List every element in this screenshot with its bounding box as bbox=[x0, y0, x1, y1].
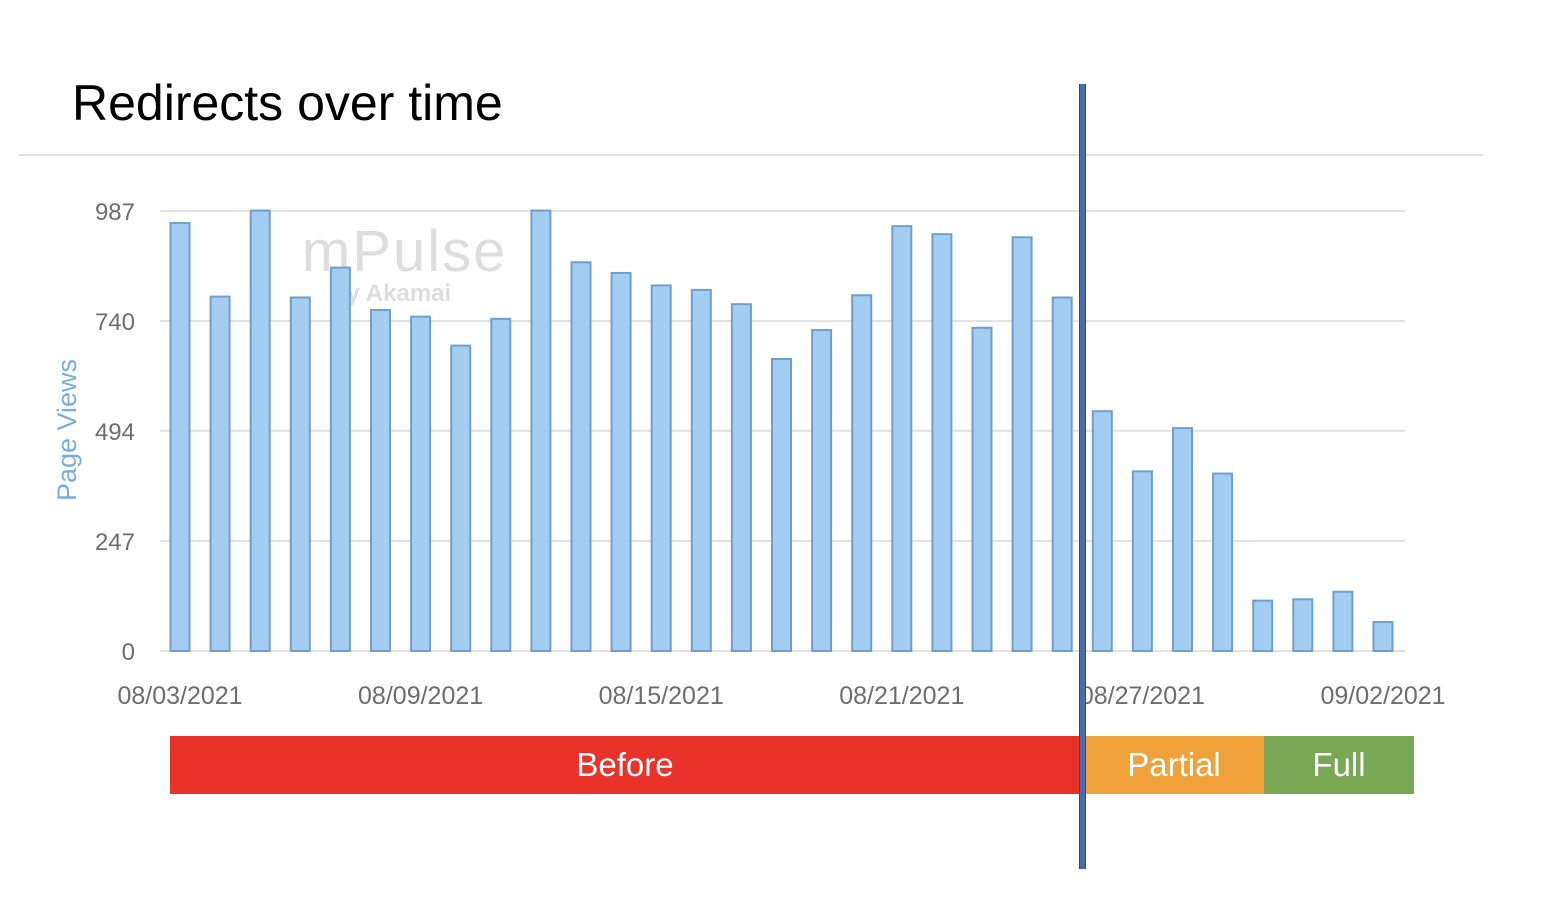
bar bbox=[1131, 470, 1153, 652]
bar bbox=[811, 329, 833, 652]
x-tick-label: 08/21/2021 bbox=[839, 682, 964, 710]
bar bbox=[690, 288, 712, 652]
bar bbox=[851, 294, 873, 652]
bar bbox=[1011, 236, 1033, 653]
bar bbox=[1091, 410, 1113, 652]
bar bbox=[1212, 472, 1234, 652]
bar bbox=[570, 261, 592, 652]
y-tick-label: 987 bbox=[95, 199, 135, 226]
x-tick-label: 08/09/2021 bbox=[358, 682, 483, 710]
bar bbox=[771, 358, 792, 652]
phase-before-band: Before bbox=[170, 736, 1080, 794]
bar bbox=[289, 296, 311, 652]
x-tick-label: 08/03/2021 bbox=[117, 682, 242, 710]
y-tick-label: 247 bbox=[95, 529, 135, 556]
bar bbox=[530, 209, 552, 652]
bar bbox=[169, 222, 191, 652]
x-tick-label: 08/15/2021 bbox=[599, 682, 724, 710]
bar bbox=[891, 225, 913, 652]
phase-partial-band: Partial bbox=[1084, 736, 1264, 794]
bar bbox=[971, 326, 993, 652]
y-tick-label: 740 bbox=[95, 309, 135, 336]
watermark-byline: by Akamai bbox=[332, 280, 452, 307]
page-title: Redirects over time bbox=[72, 75, 503, 131]
y-tick-label: 0 bbox=[122, 639, 135, 666]
phase-before-label: Before bbox=[576, 746, 674, 783]
bar bbox=[1252, 599, 1274, 652]
y-axis-title: Page Views bbox=[52, 359, 82, 501]
bar bbox=[1051, 296, 1073, 652]
bar bbox=[1292, 598, 1314, 652]
bar bbox=[410, 315, 432, 652]
bar bbox=[1332, 590, 1354, 653]
bar bbox=[329, 266, 351, 652]
bar bbox=[1172, 427, 1193, 652]
bar bbox=[249, 209, 271, 652]
bar bbox=[650, 284, 672, 652]
bar bbox=[490, 317, 512, 652]
bar bbox=[730, 303, 752, 652]
phase-full-band: Full bbox=[1264, 736, 1414, 794]
bar bbox=[209, 295, 231, 652]
x-tick-label: 09/02/2021 bbox=[1320, 682, 1445, 710]
bar bbox=[610, 271, 632, 652]
phase-partial-label: Partial bbox=[1127, 746, 1221, 783]
y-tick-label: 494 bbox=[95, 419, 135, 446]
title-divider bbox=[18, 154, 1483, 156]
bar bbox=[931, 233, 953, 652]
bar bbox=[370, 308, 391, 652]
bar bbox=[1372, 621, 1394, 653]
x-tick-label: 08/27/2021 bbox=[1080, 682, 1205, 710]
rollout-divider-line bbox=[1079, 84, 1086, 869]
phase-full-label: Full bbox=[1312, 746, 1366, 783]
bar bbox=[450, 344, 472, 652]
